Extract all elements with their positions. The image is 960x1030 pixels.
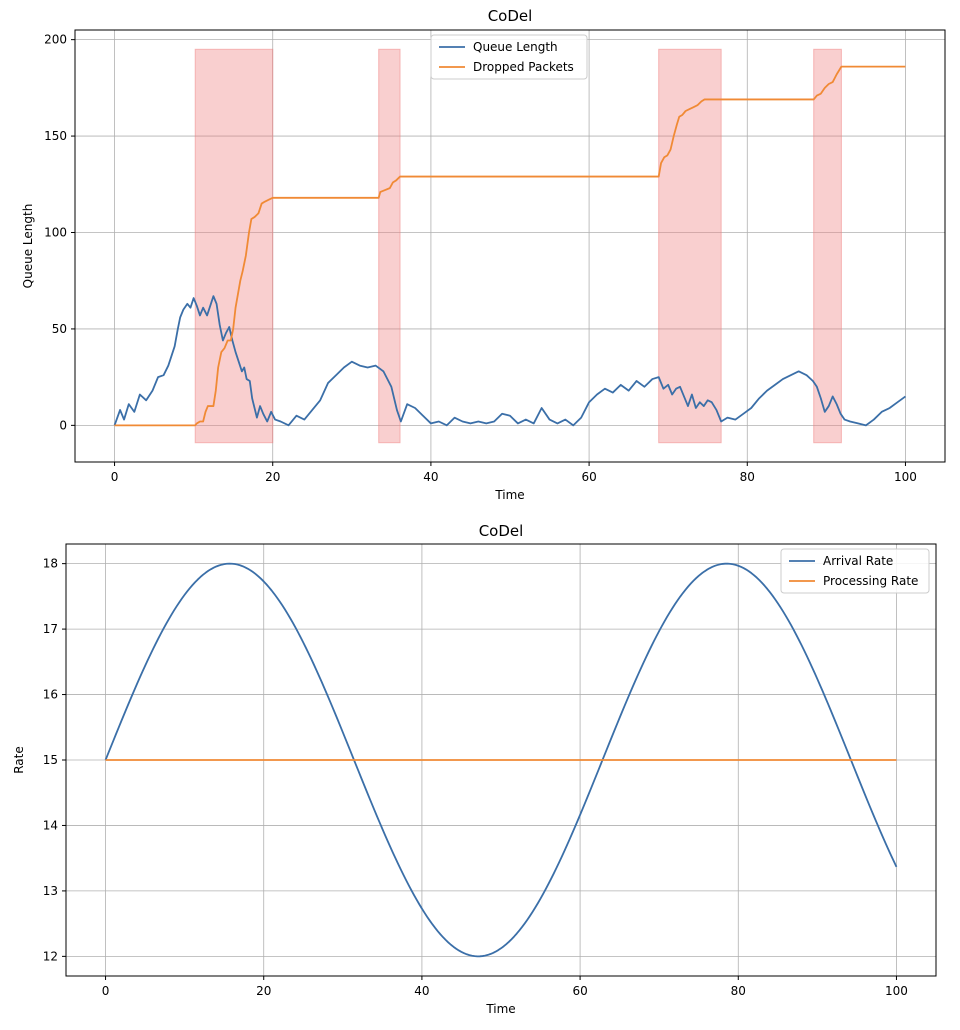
x-tick-label: 60 (581, 470, 596, 484)
y-tick-label: 0 (59, 418, 67, 432)
x-tick-label: 100 (885, 984, 908, 998)
queue-length-chart: 0 20 40 60 80 100 0 50 100 150 200 CoDel Time Queue L… (21, 7, 946, 502)
legend-box (430, 34, 588, 80)
chart-title: CoDel (488, 7, 533, 25)
y-axis-label: Queue Length (21, 204, 35, 289)
x-tick-label: 80 (740, 470, 755, 484)
y-tick-label: 13 (43, 884, 58, 898)
legend-box (780, 548, 930, 594)
legend: Queue Length Dropped Packets (430, 34, 588, 80)
y-tick-label: 17 (43, 622, 58, 636)
y-tick-label: 18 (43, 557, 58, 571)
y-tick-label: 150 (44, 129, 67, 143)
y-tick-label: 12 (43, 949, 58, 963)
x-tick-label: 60 (572, 984, 587, 998)
drop-region (194, 48, 274, 444)
x-tick-label: 40 (414, 984, 429, 998)
dropped-packets-line (114, 65, 906, 427)
axes-frame (74, 29, 946, 463)
queue-length-line (113, 295, 906, 427)
legend-label: Arrival Rate (823, 554, 893, 568)
x-axis-label: Time (494, 488, 524, 502)
x-tick-label: 80 (731, 984, 746, 998)
y-tick-label: 100 (44, 226, 67, 240)
chart-title: CoDel (479, 522, 524, 540)
y-tick-label: 200 (44, 33, 67, 47)
drop-region (658, 48, 722, 444)
x-axis-label: Time (485, 1002, 515, 1016)
drop-region (378, 48, 401, 444)
drop-region (813, 48, 842, 444)
arrival-rate-line (104, 562, 898, 958)
legend-label: Queue Length (473, 40, 558, 54)
y-tick-label: 16 (43, 688, 58, 702)
y-axis-label: Rate (12, 746, 26, 774)
legend-label: Dropped Packets (473, 60, 574, 74)
x-tick-label: 40 (423, 470, 438, 484)
x-tick-label: 0 (111, 470, 119, 484)
x-tick-label: 0 (102, 984, 110, 998)
x-tick-label: 20 (256, 984, 271, 998)
y-tick-label: 14 (43, 818, 58, 832)
y-tick-label: 15 (43, 753, 58, 767)
x-tick-label: 100 (894, 470, 917, 484)
legend: Arrival Rate Processing Rate (780, 548, 930, 594)
y-tick-label: 50 (52, 322, 67, 336)
legend-label: Processing Rate (823, 574, 918, 588)
rate-chart: 0 20 40 60 80 100 12 13 14 15 16 17 18 CoDel Time Rate A… (12, 522, 937, 1016)
x-tick-label: 20 (265, 470, 280, 484)
